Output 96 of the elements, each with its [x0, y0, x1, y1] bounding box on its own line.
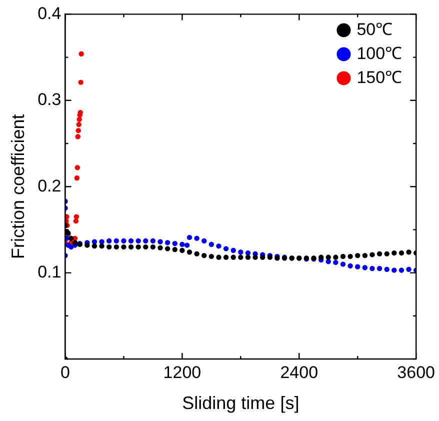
point: [216, 254, 222, 260]
point: [128, 238, 134, 244]
y-tick-label: 0.1: [38, 262, 62, 282]
point: [164, 246, 170, 252]
point: [348, 263, 353, 269]
point: [106, 238, 112, 244]
point: [238, 254, 244, 260]
point: [333, 260, 338, 266]
point: [84, 242, 90, 248]
point: [92, 243, 98, 249]
point: [121, 244, 126, 250]
point: [99, 239, 104, 244]
point: [384, 251, 390, 256]
point: [158, 245, 163, 250]
point: [370, 266, 375, 272]
point: [114, 238, 119, 244]
point: [398, 250, 404, 256]
point: [208, 242, 214, 247]
point: [348, 254, 353, 260]
point: [78, 80, 84, 85]
point: [74, 165, 80, 170]
point: [114, 244, 119, 250]
point: [128, 244, 134, 250]
point: [164, 240, 170, 246]
point: [143, 244, 148, 250]
point: [355, 252, 360, 258]
point: [73, 218, 79, 224]
point: [333, 254, 338, 260]
x-tick-label: 0: [60, 362, 70, 382]
point: [376, 266, 382, 272]
point: [68, 236, 74, 241]
point: [355, 264, 360, 270]
point: [76, 116, 82, 122]
point: [136, 244, 141, 250]
point: [74, 175, 80, 181]
point: [208, 254, 214, 260]
point: [194, 251, 200, 256]
point: [326, 254, 331, 260]
point: [202, 238, 207, 244]
point: [76, 128, 81, 134]
point: [172, 240, 178, 246]
y-tick-label: 0.3: [38, 90, 62, 110]
point: [392, 250, 397, 256]
y-tick-label: 0.4: [38, 4, 62, 23]
point: [245, 254, 251, 260]
point: [340, 254, 346, 260]
point: [398, 268, 404, 273]
point: [150, 244, 156, 250]
point: [340, 262, 346, 267]
point: [223, 246, 229, 252]
point: [370, 252, 375, 258]
x-axis-title: Sliding time [s]: [182, 393, 300, 414]
point: [76, 122, 82, 128]
point: [150, 238, 156, 244]
point: [202, 252, 207, 258]
point: [106, 244, 112, 250]
point: [136, 238, 141, 244]
point: [158, 239, 163, 244]
point: [376, 251, 382, 256]
x-tick-label: 1200: [163, 362, 202, 382]
legend-label: 150℃: [356, 68, 402, 87]
point: [260, 254, 266, 260]
point: [384, 266, 390, 272]
point: [406, 266, 412, 272]
point: [216, 243, 222, 249]
point: [362, 252, 368, 258]
legend-label: 100℃: [356, 44, 402, 63]
point: [72, 240, 78, 246]
point: [194, 236, 200, 241]
point: [223, 254, 229, 260]
point: [318, 254, 324, 260]
point: [180, 248, 185, 253]
point: [392, 268, 397, 273]
point: [230, 254, 236, 260]
y-axis-title: Friction coefficient: [8, 114, 28, 259]
point: [78, 51, 84, 56]
legend-label: 50℃: [356, 20, 393, 39]
point: [252, 254, 258, 260]
point: [172, 246, 178, 252]
point: [362, 265, 368, 270]
y-tick-label: 0.2: [38, 176, 62, 196]
point: [186, 250, 192, 255]
point: [180, 242, 185, 247]
point: [121, 238, 126, 244]
point: [99, 243, 104, 249]
point: [184, 242, 190, 248]
x-tick-label: 2400: [280, 362, 318, 382]
x-tick-label: 3600: [397, 362, 436, 382]
point: [68, 244, 74, 250]
point: [406, 250, 412, 255]
point: [238, 250, 244, 255]
point: [74, 214, 80, 220]
point: [75, 134, 80, 140]
point: [230, 248, 236, 253]
point: [186, 234, 192, 240]
point: [143, 238, 148, 244]
